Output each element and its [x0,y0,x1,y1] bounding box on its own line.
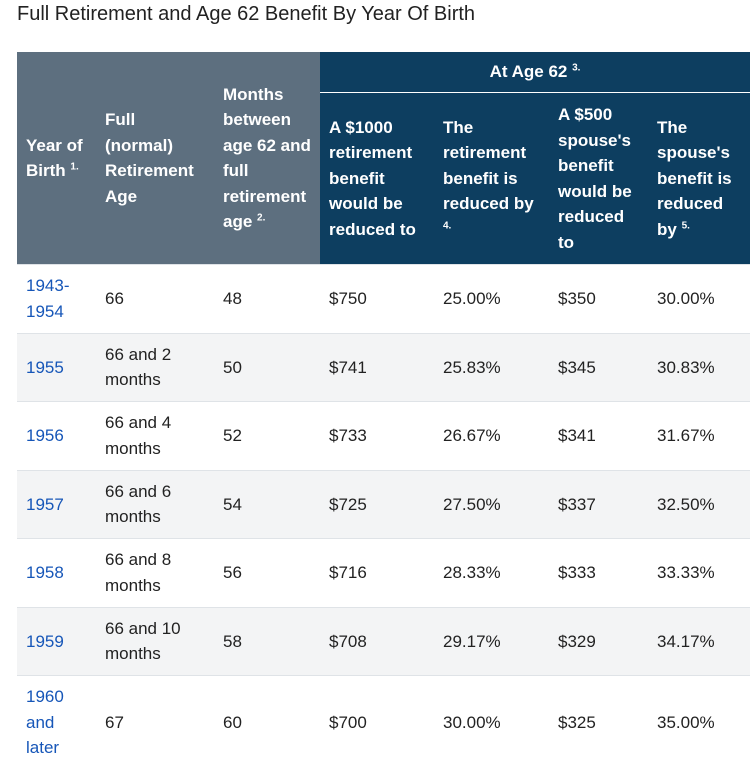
fra-cell: 67 [96,675,214,769]
year-cell: 1958 [17,538,96,607]
retirement-pct-cell: 30.00% [434,675,549,769]
spouse-pct-cell: 30.83% [648,332,750,402]
reduced-1000-cell: $750 [320,264,434,333]
retirement-pct-cell: 27.50% [434,469,549,539]
benefit-table-container: Year of Birth 1. Full (normal) Retiremen… [17,52,750,769]
spouse-500-cell: $333 [549,538,648,607]
months-cell: 58 [214,606,320,676]
table-row: 1960 and later 67 60 $700 30.00% $325 35… [17,675,750,769]
header-year-of-birth: Year of Birth 1. [17,52,96,265]
spouse-pct-cell: 34.17% [648,606,750,676]
spouse-500-cell: $341 [549,401,648,470]
header-reduced-1000: A $1000 retirement benefit would be redu… [320,92,434,265]
spouse-500-cell: $329 [549,606,648,676]
year-cell: 1959 [17,606,96,676]
table-row: 1958 66 and 8 months 56 $716 28.33% $333… [17,538,750,607]
page-title: Full Retirement and Age 62 Benefit By Ye… [17,3,476,25]
year-cell: 1957 [17,469,96,539]
retirement-pct-cell: 26.67% [434,401,549,470]
year-link[interactable]: 1960 and later [26,687,64,757]
benefit-table: Year of Birth 1. Full (normal) Retiremen… [17,52,750,769]
year-link[interactable]: 1958 [26,563,64,582]
year-link[interactable]: 1959 [26,631,64,651]
year-cell: 1955 [17,332,96,402]
footnote-ref-2: 2. [257,212,266,224]
spouse-500-cell: $325 [549,675,648,769]
reduced-1000-cell: $741 [320,332,434,402]
fra-cell: 66 and 4 months [96,401,214,470]
year-cell: 1943-1954 [17,264,96,333]
footnote-ref-4: 4. [443,220,452,232]
reduced-1000-cell: $700 [320,675,434,769]
header-at-age-62: At Age 62 3. [320,52,750,93]
footnote-ref-1: 1. [70,161,79,173]
spouse-500-cell: $337 [549,469,648,539]
fra-cell: 66 and 10 months [96,606,214,676]
table-row: 1959 66 and 10 months 58 $708 29.17% $32… [17,606,750,676]
header-months-between: Months between age 62 and full retiremen… [214,52,320,265]
header-retirement-reduced-by: The retirement benefit is reduced by 4. [434,92,549,265]
months-cell: 52 [214,401,320,470]
retirement-pct-cell: 25.83% [434,332,549,402]
header-spouse-reduced-by: The spouse's benefit is reduced by 5. [648,92,750,265]
table-row: 1957 66 and 6 months 54 $725 27.50% $337… [17,469,750,539]
fra-cell: 66 and 6 months [96,469,214,539]
retirement-pct-cell: 29.17% [434,606,549,676]
reduced-1000-cell: $708 [320,606,434,676]
spouse-pct-cell: 33.33% [648,538,750,607]
months-cell: 54 [214,469,320,539]
months-cell: 48 [214,264,320,333]
spouse-pct-cell: 32.50% [648,469,750,539]
reduced-1000-cell: $716 [320,538,434,607]
spouse-pct-cell: 30.00% [648,264,750,333]
table-row: 1943-1954 66 48 $750 25.00% $350 30.00% [17,264,750,333]
months-cell: 56 [214,538,320,607]
year-link[interactable]: 1955 [26,357,64,377]
year-cell: 1956 [17,401,96,470]
retirement-pct-cell: 28.33% [434,538,549,607]
spouse-pct-cell: 31.67% [648,401,750,470]
fra-cell: 66 and 8 months [96,538,214,607]
reduced-1000-cell: $733 [320,401,434,470]
months-cell: 60 [214,675,320,769]
fra-cell: 66 [96,264,214,333]
reduced-1000-cell: $725 [320,469,434,539]
year-cell: 1960 and later [17,675,96,769]
spouse-500-cell: $350 [549,264,648,333]
fra-cell: 66 and 2 months [96,332,214,402]
footnote-ref-3: 3. [572,62,581,74]
year-link[interactable]: 1956 [26,426,64,445]
retirement-pct-cell: 25.00% [434,264,549,333]
spouse-pct-cell: 35.00% [648,675,750,769]
year-link[interactable]: 1943-1954 [26,276,70,321]
year-link[interactable]: 1957 [26,494,64,514]
table-row: 1956 66 and 4 months 52 $733 26.67% $341… [17,401,750,470]
footnote-ref-5: 5. [681,220,690,232]
spouse-500-cell: $345 [549,332,648,402]
header-spouse-500: A $500 spouse's benefit would be reduced… [549,92,648,265]
months-cell: 50 [214,332,320,402]
header-full-retirement-age: Full (normal) Retirement Age [96,52,214,265]
table-row: 1955 66 and 2 months 50 $741 25.83% $345… [17,332,750,402]
